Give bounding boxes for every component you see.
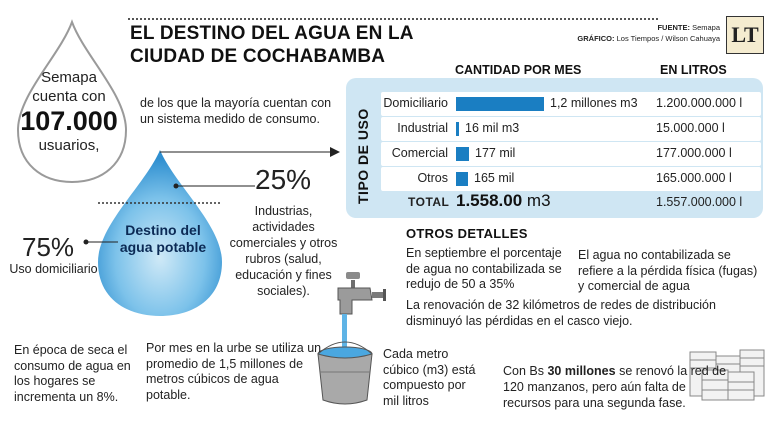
users-block: Semapa cuenta con 107.000 usuarios, xyxy=(8,68,130,155)
percent-75: 75% xyxy=(22,232,75,262)
percent-75-description: Uso domiciliario xyxy=(9,262,98,276)
usage-bar xyxy=(456,122,459,136)
header-divider xyxy=(128,18,658,20)
usage-bar-value: 16 mil m3 xyxy=(465,121,520,135)
col-header-quantity: CANTIDAD POR MES xyxy=(455,63,582,77)
usage-row-liters: 177.000.000 l xyxy=(656,146,732,160)
usage-row-bg xyxy=(381,92,761,116)
fuente-value: Semapa xyxy=(692,23,720,32)
usage-row-liters: 165.000.000 l xyxy=(656,171,732,185)
detail-3: La renovación de 32 kilómetros de redes … xyxy=(406,298,716,328)
usage-bar-value: 165 mil xyxy=(474,171,515,185)
tipo-de-uso-label: TIPO DE USO xyxy=(355,108,371,204)
outline-drop-icon xyxy=(16,19,128,184)
usage-row-bg xyxy=(381,142,761,166)
usage-row-bg xyxy=(381,167,761,191)
page-title: EL DESTINO DEL AGUA EN LA CIUDAD DE COCH… xyxy=(130,22,414,68)
investment-suffix: se renovó la red de 120 manzanos, pero a… xyxy=(503,364,727,410)
investment-text: Con Bs 30 millones se renovó la red de 1… xyxy=(503,363,733,411)
water-drop-icon xyxy=(98,150,222,316)
total-number: 1.558.00 xyxy=(456,191,523,210)
users-line-3: usuarios, xyxy=(38,137,100,154)
monthly-usage-text: Por mes en la urbe se utiliza un promedi… xyxy=(146,341,322,402)
title-line-1: EL DESTINO DEL AGUA EN LA xyxy=(130,23,414,44)
col-header-liters: EN LITROS xyxy=(660,63,727,77)
usage-bar xyxy=(456,147,469,161)
usage-row-label: Industrial xyxy=(397,121,448,135)
users-number: 107.000 xyxy=(20,106,118,136)
grafico-label: GRÁFICO: xyxy=(577,34,615,43)
money-stacks-icon xyxy=(689,349,765,401)
usage-bar-value: 177 mil xyxy=(475,146,516,160)
other-details-title: OTROS DETALLES xyxy=(406,226,528,241)
detail-2: El agua no contabilizada se refiere a la… xyxy=(578,248,758,293)
usage-bar xyxy=(456,172,468,186)
usage-row-label: Comercial xyxy=(391,146,448,160)
total-value: 1.558.00 m3 xyxy=(456,191,551,211)
percent-25-description: Industrias, actividades comerciales y ot… xyxy=(229,204,338,298)
usage-row-liters: 1.200.000.000 l xyxy=(656,96,743,110)
investment-prefix: Con Bs xyxy=(503,364,544,378)
svg-text:TIPO DE USO: TIPO DE USO xyxy=(355,108,371,204)
investment-amount: 30 millones xyxy=(547,364,616,378)
usage-bar-value: 1,2 millones m3 xyxy=(550,96,638,110)
connector-75-dot xyxy=(83,239,89,245)
users-line-2: cuenta con xyxy=(32,88,106,105)
title-line-2: CIUDAD DE COCHABAMBA xyxy=(130,46,386,67)
grafico-value: Los Tiempos / Wilson Cahuaya xyxy=(616,34,720,43)
credits: FUENTE: Semapa GRÁFICO: Los Tiempos / Wi… xyxy=(560,22,720,44)
usage-row-label: Domiciliario xyxy=(383,96,448,110)
total-liters: 1.557.000.000 l xyxy=(656,195,743,209)
connector-25-dot xyxy=(173,183,179,189)
usage-row-label: Otros xyxy=(417,171,448,185)
detail-1: En septiembre el porcentaje de agua no c… xyxy=(406,246,562,291)
fuente-label: FUENTE: xyxy=(657,23,690,32)
percent-25: 25% xyxy=(255,164,312,195)
arrow-head-icon xyxy=(330,147,340,157)
users-line-1: Semapa xyxy=(41,69,97,86)
newspaper-logo: LT xyxy=(726,16,764,54)
drop-label: Destino del agua potable xyxy=(119,222,207,255)
metered-text: de los que la mayoría cuentan con un sis… xyxy=(140,96,332,126)
faucet-icon xyxy=(337,272,386,315)
water-stream xyxy=(342,314,347,352)
total-label: TOTAL xyxy=(408,195,450,209)
usage-bar xyxy=(456,97,544,111)
dry-season-text: En época de seca el consumo de agua en l… xyxy=(14,343,131,404)
usage-row-liters: 15.000.000 l xyxy=(656,121,725,135)
total-unit: m3 xyxy=(526,191,551,210)
cubic-meter-text: Cada metro cúbico (m3) está compuesto po… xyxy=(383,347,476,408)
usage-row-bg xyxy=(381,117,761,141)
bucket-icon xyxy=(317,341,373,405)
